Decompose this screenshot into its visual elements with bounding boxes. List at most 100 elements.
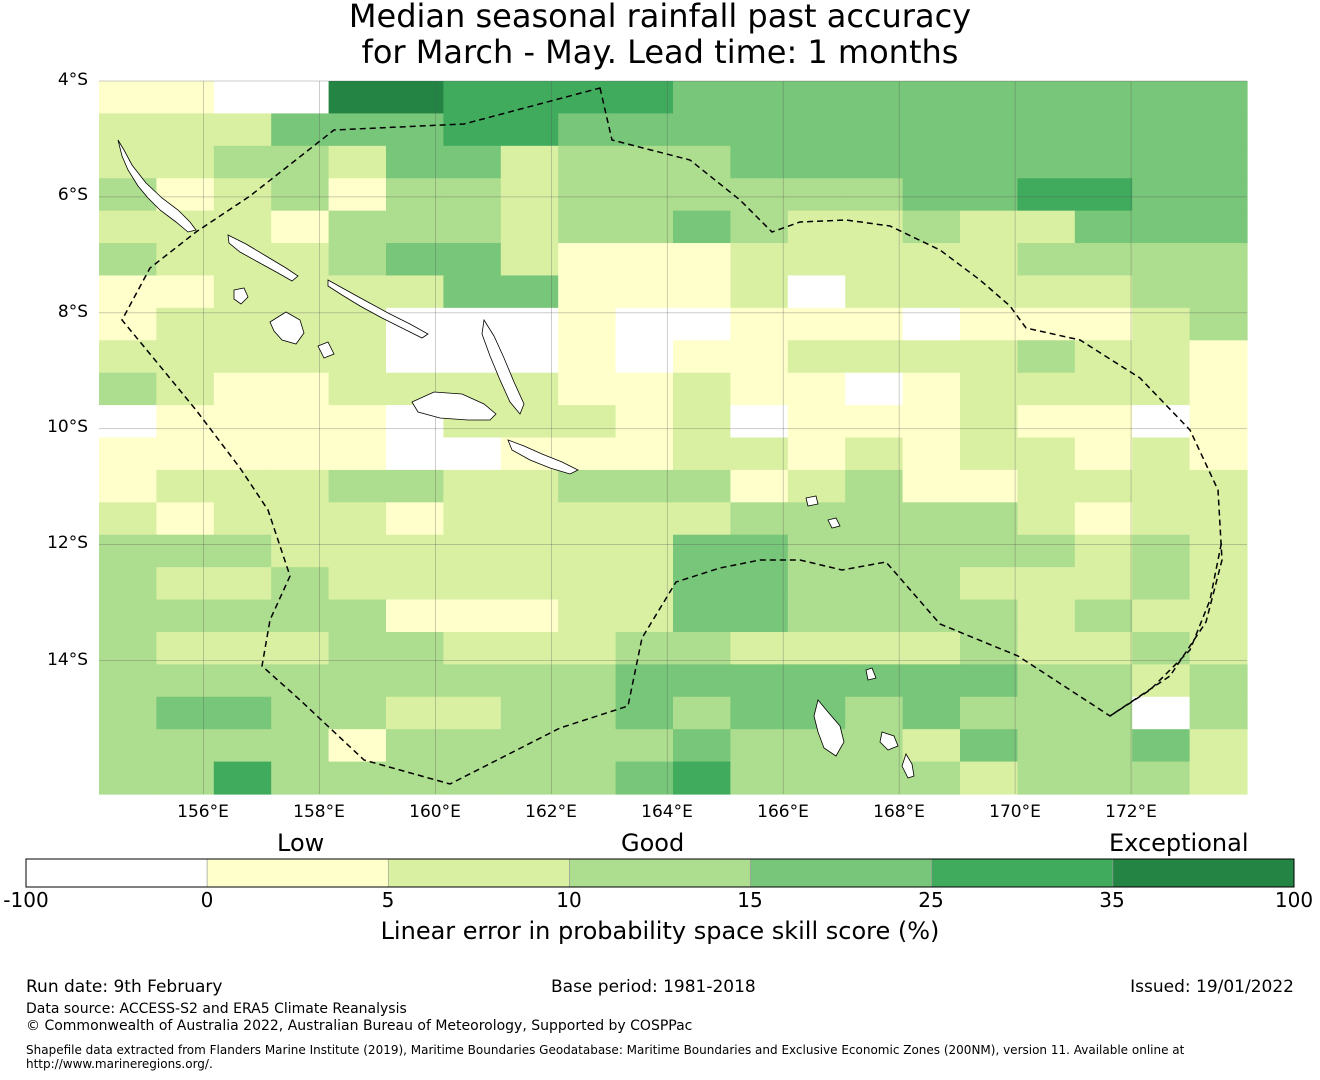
skill-cell: [271, 372, 330, 406]
skill-cell: [1074, 405, 1133, 439]
skill-cell: [1017, 210, 1076, 244]
skill-cell: [1132, 567, 1191, 601]
skill-cell: [500, 243, 559, 277]
skill-cell: [213, 405, 272, 439]
skill-cell: [500, 145, 559, 179]
skill-cell: [960, 178, 1018, 212]
skill-cell: [328, 469, 387, 503]
lon-tick-label: 168°E: [873, 802, 925, 822]
skill-cell: [1074, 275, 1133, 309]
skill-cell: [1017, 729, 1076, 763]
skill-cell: [902, 469, 961, 503]
skill-cell: [845, 81, 904, 115]
guadalcanal-island: [411, 391, 497, 421]
skill-cell: [1189, 243, 1248, 277]
skill-cell: [1132, 113, 1191, 147]
skill-cell: [1017, 145, 1076, 179]
skill-cell: [902, 729, 961, 763]
skill-cell: [1074, 534, 1133, 568]
skill-cell: [787, 405, 846, 439]
skill-cell: [328, 372, 387, 406]
skill-cell: [99, 761, 157, 795]
skill-cell: [1074, 113, 1133, 147]
skill-cell: [443, 534, 502, 568]
skill-cell: [156, 113, 215, 147]
skill-cell: [386, 761, 444, 795]
skill-cell: [1017, 113, 1076, 147]
skill-cell: [902, 696, 961, 730]
skill-cell: [328, 210, 387, 244]
lon-tick-label: 158°E: [293, 802, 345, 822]
skill-cell: [787, 631, 846, 665]
colorbar-tick-label: 0: [200, 888, 214, 912]
skill-cell: [1074, 145, 1133, 179]
skill-cell: [271, 664, 330, 698]
skill-cell: [960, 113, 1018, 147]
chart-title-line1: Median seasonal rainfall past accuracy: [348, 0, 972, 35]
skill-cell: [1189, 469, 1248, 503]
lon-tick-label: 156°E: [177, 802, 229, 822]
skill-cell: [99, 372, 157, 406]
skill-cell: [99, 696, 157, 730]
skill-cell: [213, 469, 272, 503]
skill-cell: [1189, 210, 1248, 244]
graticule: [99, 80, 1247, 794]
skill-cell: [443, 696, 502, 730]
skill-cell: [1189, 502, 1248, 536]
skill-cell: [787, 275, 846, 309]
skill-cell: [386, 81, 444, 115]
skill-cell: [845, 696, 904, 730]
colorbar-segment: [931, 858, 1114, 888]
skill-cell: [328, 145, 387, 179]
skill-cell: [156, 275, 215, 309]
colorbar-segment: [750, 858, 933, 888]
lon-tick-label: 170°E: [989, 802, 1041, 822]
skill-cell: [845, 502, 904, 536]
malaita-island: [481, 318, 525, 415]
skill-cell: [271, 761, 330, 795]
lat-tick-label: 6°S: [57, 185, 88, 205]
skill-cell: [558, 502, 617, 536]
skill-cell: [1017, 696, 1076, 730]
skill-cell: [156, 437, 215, 471]
skill-cell: [271, 631, 330, 665]
skill-cell: [156, 761, 215, 795]
skill-cell: [558, 469, 617, 503]
skill-cell: [500, 729, 559, 763]
skill-cell: [615, 243, 674, 277]
skill-cell: [615, 696, 674, 730]
skill-cell: [960, 469, 1018, 503]
skill-cell: [902, 275, 961, 309]
skill-cell: [673, 178, 731, 212]
skill-cell: [386, 243, 444, 277]
skill-cell: [213, 145, 272, 179]
skill-cell: [500, 502, 559, 536]
skill-cell: [443, 567, 502, 601]
skill-cell: [386, 534, 444, 568]
skill-cell: [213, 502, 272, 536]
skill-cell: [1017, 243, 1076, 277]
skill-cell: [213, 340, 272, 374]
skill-cell: [558, 178, 617, 212]
skill-cell: [1189, 307, 1248, 341]
skill-cell: [99, 631, 157, 665]
lat-tick-label: 10°S: [47, 417, 88, 437]
skill-cell: [787, 145, 846, 179]
skill-cell: [156, 729, 215, 763]
colorbar-tick-label: 15: [737, 888, 763, 912]
skill-cell: [615, 469, 674, 503]
skill-cell: [1189, 437, 1248, 471]
skill-cell: [1017, 631, 1076, 665]
skill-cell: [902, 664, 961, 698]
skill-cell: [386, 145, 444, 179]
skill-cell: [271, 502, 330, 536]
skill-cell: [1189, 599, 1248, 633]
skill-cell: [1074, 599, 1133, 633]
skill-cell: [1132, 178, 1191, 212]
skill-cell: [615, 81, 674, 115]
skill-cell: [99, 469, 157, 503]
skill-cell: [845, 664, 904, 698]
skill-cell: [615, 761, 674, 795]
skill-cell: [1132, 599, 1191, 633]
new-georgia-island: [269, 311, 305, 345]
